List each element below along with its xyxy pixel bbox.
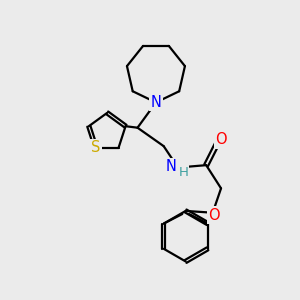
- Text: N: N: [166, 159, 177, 174]
- Text: S: S: [91, 140, 101, 155]
- Text: N: N: [151, 95, 161, 110]
- Text: H: H: [178, 167, 188, 179]
- Text: O: O: [215, 132, 227, 147]
- Text: O: O: [208, 208, 220, 223]
